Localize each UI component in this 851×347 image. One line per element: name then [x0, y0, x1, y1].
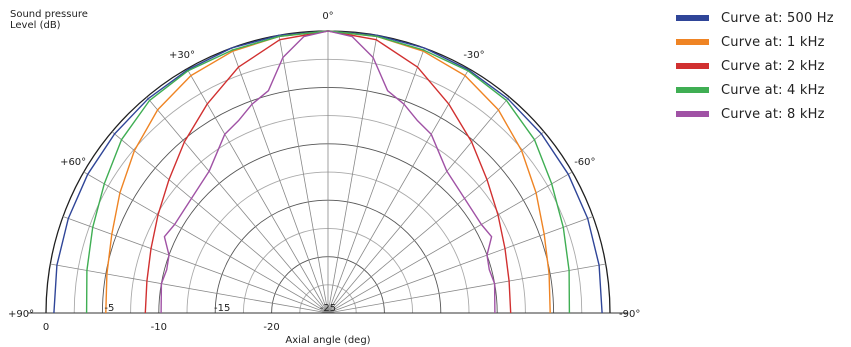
grid-spoke — [327, 263, 606, 314]
frequency-curves — [53, 30, 603, 314]
grid-spoke — [231, 47, 329, 314]
legend-item-1khz: Curve at: 1 kHz — [676, 30, 834, 54]
legend-swatch — [676, 87, 709, 93]
angle-label: +60° — [60, 157, 86, 168]
legend-item-2khz: Curve at: 2 kHz — [676, 54, 834, 78]
radial-tick-label: -15 — [214, 303, 230, 314]
legend-swatch — [676, 63, 709, 69]
grid-spoke — [146, 96, 329, 314]
angle-label: -90° — [619, 309, 640, 320]
axis-labels: Sound pressure Level (dB) Axial angle (d… — [8, 9, 640, 346]
legend-item-4khz: Curve at: 4 kHz — [676, 78, 834, 102]
angle-label: +30° — [169, 50, 195, 61]
legend-label: Curve at: 1 kHz — [721, 34, 825, 50]
legend-swatch — [676, 39, 709, 45]
legend-item-500hz: Curve at: 500 Hz — [676, 6, 834, 30]
grid-spoke — [327, 35, 378, 314]
grid-spoke — [50, 263, 329, 314]
legend-swatch — [676, 15, 709, 21]
grid-spoke — [327, 131, 545, 314]
radial-tick-label: -10 — [151, 322, 167, 333]
grid-spoke — [62, 216, 329, 314]
angle-label: -30° — [463, 50, 484, 61]
grid-spoke — [327, 96, 510, 314]
angle-label: 0° — [322, 11, 333, 22]
angle-label: -60° — [574, 157, 595, 168]
grid-spoke — [327, 68, 470, 314]
series-curve — [160, 30, 496, 314]
grid-spoke — [327, 171, 573, 314]
radial-tick-label: -25 — [320, 303, 336, 314]
radial-tick-label: 0 — [43, 322, 49, 333]
chart-title-line-2: Level (dB) — [10, 20, 61, 31]
legend: Curve at: 500 Hz Curve at: 1 kHz Curve a… — [676, 6, 834, 126]
legend-swatch — [676, 111, 709, 117]
radial-tick-label: -5 — [104, 303, 114, 314]
polar-plot: Sound pressure Level (dB) Axial angle (d… — [8, 9, 640, 346]
x-axis-title: Axial angle (deg) — [285, 335, 370, 346]
grid-spoke — [278, 35, 329, 314]
grid-spoke — [83, 171, 329, 314]
legend-label: Curve at: 2 kHz — [721, 58, 825, 74]
legend-label: Curve at: 4 kHz — [721, 82, 825, 98]
chart-title-line-1: Sound pressure — [10, 9, 88, 20]
legend-item-8khz: Curve at: 8 kHz — [676, 102, 834, 126]
grid-spoke — [111, 131, 329, 314]
radial-tick-label: -20 — [263, 322, 279, 333]
angle-label: +90° — [8, 309, 34, 320]
legend-label: Curve at: 500 Hz — [721, 10, 834, 26]
grid-spoke — [327, 216, 594, 314]
grid-spoke — [186, 68, 329, 314]
grid-spoke — [327, 47, 425, 314]
legend-label: Curve at: 8 kHz — [721, 106, 825, 122]
polar-grid — [28, 30, 628, 314]
